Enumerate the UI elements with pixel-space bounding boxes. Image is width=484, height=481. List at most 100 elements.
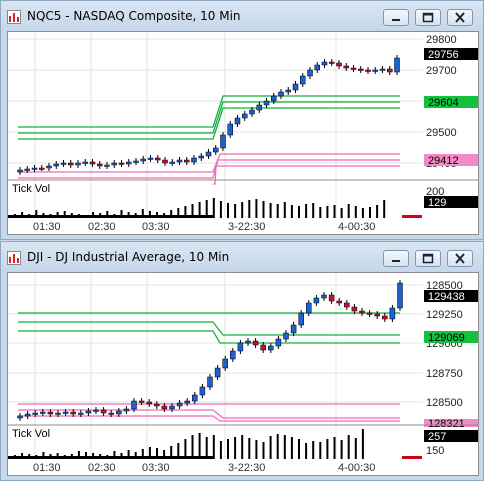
candle-body [285,89,291,93]
candle-body [300,75,306,85]
svg-text:129438: 129438 [428,291,465,303]
candle-body [329,61,335,64]
volume-current-bar [402,456,422,459]
candle-body [256,104,262,111]
candle-body [46,165,52,169]
candle-body [205,151,212,157]
price-tag-pink: 29412 [424,154,478,167]
candle-body [146,401,152,405]
candle-body [336,300,342,304]
chart-window-dji[interactable]: DJI - DJ Industrial Average, 10 Min 1285… [0,241,484,481]
candle-body [366,312,373,315]
candle-body [213,147,219,153]
volume-bar [319,442,322,459]
volume-bar [113,451,116,459]
close-icon [455,253,465,264]
restore-button[interactable] [415,250,441,267]
candle-body [344,302,350,308]
candles [17,280,403,421]
minimize-icon [392,260,400,262]
minimize-button[interactable] [383,9,409,26]
svg-text:4-00:30: 4-00:30 [338,462,375,474]
price-grid [8,32,423,234]
candle-body [53,163,59,167]
candle-body [227,123,233,136]
title-bar[interactable]: DJI - DJ Industrial Average, 10 Min [1,242,483,272]
candle-body [359,310,365,314]
svg-text:129: 129 [428,197,446,209]
candle-body [252,340,259,346]
candle-body [374,313,380,317]
volume-bar [319,207,322,218]
candle-body [31,167,38,170]
candle-body [290,324,297,334]
candle-body [379,68,386,71]
candle-body [169,405,175,410]
price-plot[interactable]: 128500 129250 129000 128750 128500 12943… [7,272,479,476]
volume-bar [198,202,201,218]
volume-bar [191,435,194,459]
svg-text:02:30: 02:30 [88,221,116,233]
candle-body [268,345,274,351]
close-button[interactable] [447,9,473,26]
candle-body [118,162,125,165]
candle-body [140,158,146,162]
candle-body [40,411,46,414]
candle-body [358,68,364,71]
candle-body [245,340,251,344]
candle-body [169,161,175,164]
candle-body [82,161,88,164]
svg-text:29604: 29604 [428,97,459,109]
candle-body [138,400,145,403]
volume-bar [283,435,286,459]
candle-body [292,83,299,91]
candle-body [271,95,277,102]
volume-bar [283,202,286,218]
candle-body [306,302,312,314]
volume-bar [184,439,187,459]
price-tag-green: 29604 [424,96,478,109]
restore-icon [422,12,434,23]
close-button[interactable] [447,250,473,267]
candle-body [275,338,282,347]
svg-text:128321: 128321 [428,418,465,430]
title-bar[interactable]: NQC5 - NASDAQ Composite, 10 Min [1,1,483,31]
candles [17,55,400,175]
volume-bar [347,204,350,218]
vol-tag: 257 [424,430,478,443]
indicator-label: Tick Vol [12,428,50,440]
candle-body [214,367,221,378]
volume-bar [170,210,173,218]
vol-axis-tick: 200 [426,186,444,198]
chart-app-icon [7,251,21,265]
volume-bar [326,439,329,459]
price-plot[interactable]: 29800 29700 29500 29400 2975 [7,31,479,235]
candle-body [116,410,122,415]
price-tick: 29500 [426,127,457,139]
candle-body [394,57,400,73]
volume-bar [340,440,343,459]
vol-tag: 129 [424,196,478,209]
volume-bar [326,206,329,218]
volume-bar [276,204,279,218]
candle-body [397,282,403,309]
volume-bar [127,450,130,459]
restore-button[interactable] [415,9,441,26]
price-tick: 29800 [426,34,457,46]
volume-bar [312,441,315,459]
candle-body [237,342,244,352]
candle-body [389,307,396,320]
volume-bar [156,448,158,459]
candle-body [162,159,168,164]
svg-text:02:30: 02:30 [88,462,116,474]
chart-window-nq[interactable]: NQC5 - NASDAQ Composite, 10 Min 29800 29 [0,0,484,240]
candle-body [220,134,226,149]
candle-body [85,410,92,414]
candle-body [372,69,378,72]
minimize-button[interactable] [383,250,409,267]
candle-body [184,159,190,163]
volume-baseline [8,215,213,218]
volume-bar [269,436,272,459]
candle-body [133,160,139,163]
candle-body [351,306,358,312]
